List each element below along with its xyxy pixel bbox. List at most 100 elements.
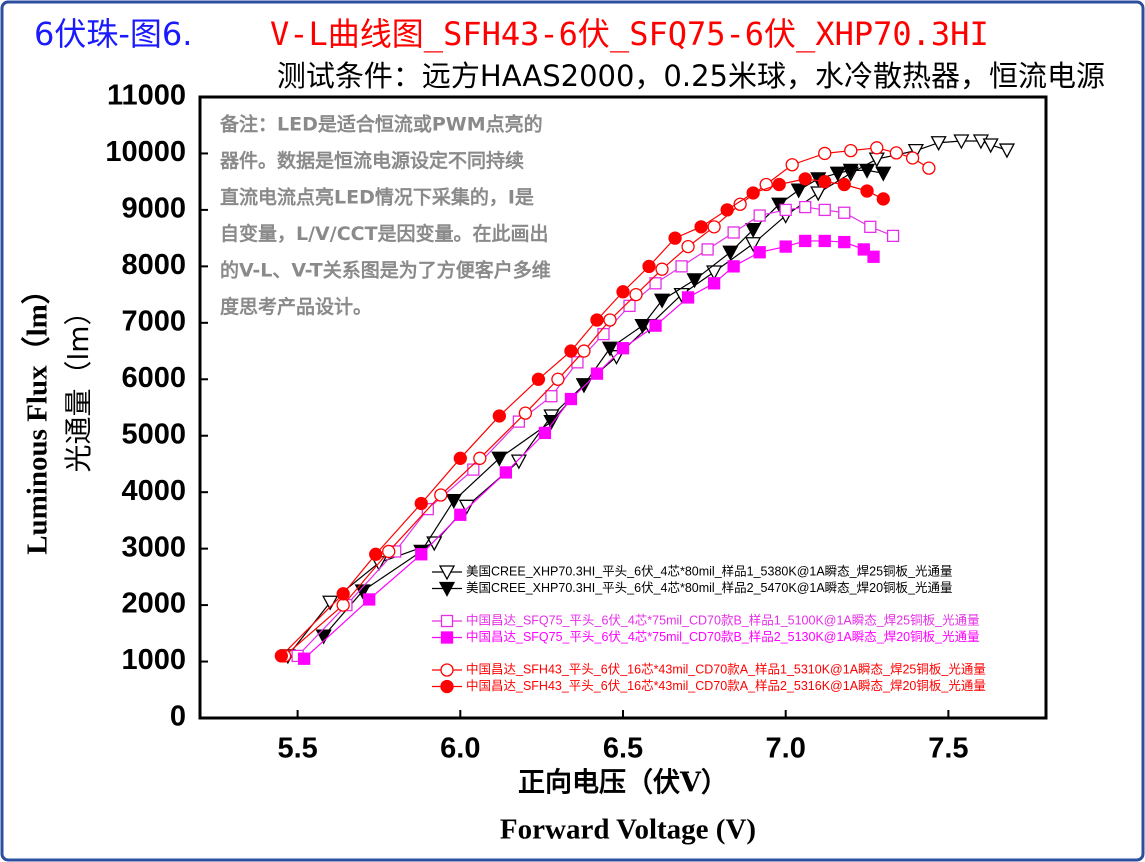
point	[886, 229, 900, 243]
point	[722, 245, 739, 261]
point	[799, 200, 812, 214]
x-tick-label: 6.0	[440, 733, 480, 765]
point	[518, 406, 533, 420]
point	[445, 493, 462, 510]
point	[772, 177, 786, 192]
point	[297, 652, 311, 665]
point	[930, 136, 947, 152]
point	[601, 341, 619, 357]
series: 中国昌达_SFH43_平头_6伏_16芯*43mil_CD70款A_样品2_53…	[274, 172, 986, 694]
point	[733, 197, 747, 211]
x-tick-label: 7.0	[766, 733, 806, 765]
point	[707, 220, 721, 234]
y-tick-label: 2000	[121, 588, 186, 620]
plot-frame	[198, 95, 1048, 720]
point	[577, 344, 591, 358]
y-tick-label: 4000	[121, 475, 186, 507]
annotation: 备注：LED是适合恒流或PWM点亮的	[219, 113, 543, 136]
point	[551, 372, 565, 386]
y-tick-label: 3000	[121, 531, 186, 563]
point	[590, 313, 604, 327]
point	[686, 273, 703, 289]
point	[336, 587, 350, 601]
x-tick-label: 7.5	[928, 733, 968, 765]
point	[642, 259, 656, 274]
point	[864, 220, 877, 233]
point	[842, 163, 859, 179]
point	[590, 367, 604, 380]
point	[668, 231, 682, 245]
point	[779, 240, 792, 253]
x-tick-label: 5.5	[277, 733, 317, 765]
point	[458, 499, 475, 515]
y-tick-label: 6000	[121, 362, 186, 394]
point	[858, 163, 876, 179]
point	[790, 183, 807, 199]
point	[875, 166, 892, 182]
legend-marker	[438, 565, 456, 581]
point	[531, 372, 546, 386]
legend-label: 中国昌达_SFH43_平头_6伏_16芯*43mil_CD70款A_样品1_53…	[466, 661, 986, 676]
legend-marker	[438, 581, 456, 597]
series-line	[284, 147, 930, 657]
point	[745, 223, 762, 239]
point	[799, 234, 812, 248]
legend-marker	[440, 679, 454, 694]
point	[634, 318, 651, 335]
y-tick-label: 7000	[121, 305, 186, 337]
point	[564, 392, 578, 406]
point	[727, 226, 740, 239]
point	[953, 134, 970, 150]
point	[876, 192, 890, 206]
point	[818, 203, 831, 217]
y-tick-label: 10000	[105, 136, 186, 168]
legend-marker	[440, 614, 454, 628]
point	[838, 235, 851, 249]
point	[681, 239, 695, 254]
point	[779, 203, 792, 217]
point	[889, 146, 903, 160]
point	[998, 143, 1016, 159]
point	[492, 409, 507, 423]
point	[336, 598, 350, 612]
point	[701, 243, 714, 256]
y-axis-label-2: 光通量（lm）	[62, 297, 95, 472]
point	[649, 319, 662, 332]
point	[369, 547, 383, 561]
point	[616, 342, 630, 355]
point	[818, 146, 832, 161]
x-axis-label: 正向电压（伏V）	[518, 767, 728, 799]
x-axis-label-2: Forward Voltage (V)	[500, 814, 756, 846]
point	[623, 299, 636, 313]
point	[453, 451, 467, 465]
point	[415, 548, 428, 561]
point	[434, 488, 448, 502]
point	[982, 138, 999, 154]
annotation: 器件。数据是恒流电源设定不同持续	[219, 149, 524, 172]
subtitle: 测试条件：远方HAAS2000，0.25米球，水冷散热器，恒流电源	[277, 59, 1105, 93]
point	[603, 313, 617, 327]
point	[838, 206, 851, 219]
point	[538, 426, 552, 440]
point	[512, 415, 526, 428]
point	[727, 260, 740, 273]
y-tick-label: 0	[170, 701, 186, 733]
point	[720, 203, 734, 217]
annotation: 度思考产品设计。	[220, 295, 372, 318]
point	[753, 246, 766, 259]
y-tick-label: 1000	[121, 644, 186, 676]
y-axis-label: Luminous Flux（lm）	[21, 275, 54, 555]
point	[860, 184, 874, 198]
point	[571, 356, 584, 369]
point	[798, 172, 812, 186]
y-tick-label: 9000	[121, 193, 186, 225]
point	[818, 175, 832, 189]
annotation: 直流电流点亮LED情况下采集的，I是	[220, 186, 534, 209]
chart-title-2: V-L曲线图_SFH43-6伏_SFQ75-6伏_XHP70.3HI	[270, 15, 989, 53]
point	[315, 629, 332, 645]
point	[753, 209, 766, 222]
point	[867, 250, 880, 263]
point	[454, 508, 467, 521]
